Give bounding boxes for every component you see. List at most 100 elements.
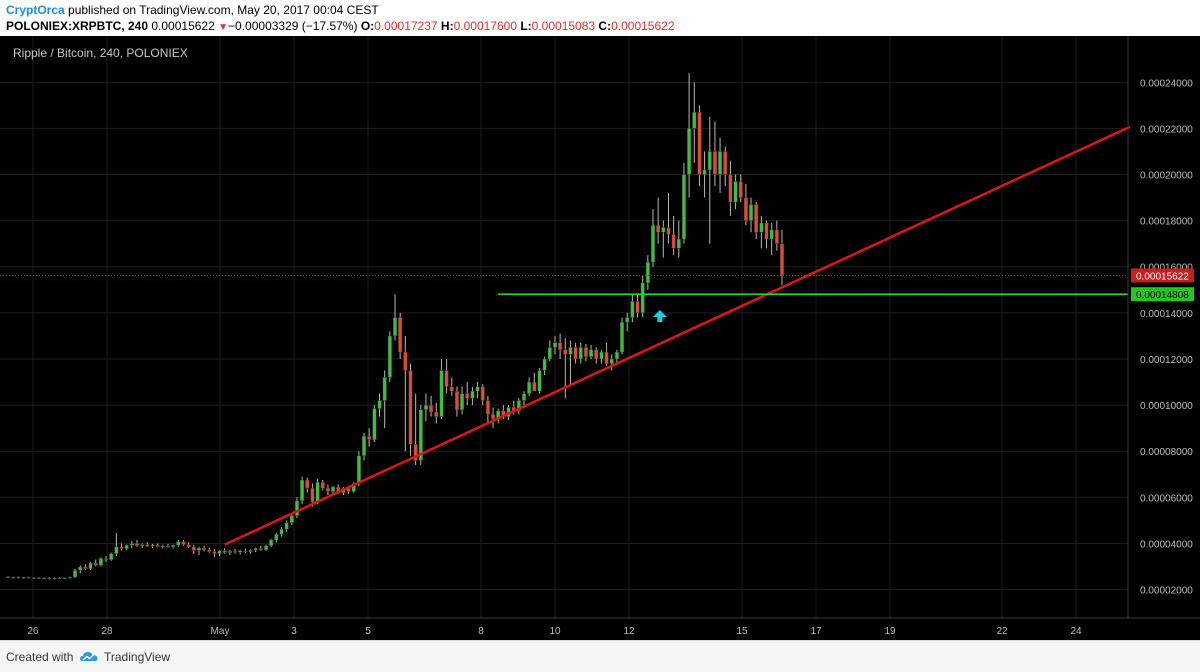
candle-body — [712, 151, 717, 175]
candle-body — [537, 370, 542, 392]
candle-body — [222, 550, 227, 553]
candle-body — [578, 347, 583, 360]
candle-body — [749, 204, 754, 221]
candle-body — [134, 543, 139, 546]
candle-body — [707, 151, 712, 171]
candle-body — [439, 370, 444, 417]
candle-body — [769, 229, 774, 240]
candle-body — [42, 577, 47, 580]
candle-body — [181, 541, 186, 545]
candle-body — [429, 404, 434, 413]
candle-body — [140, 544, 145, 546]
candle-body — [165, 545, 170, 548]
candle-body — [470, 391, 475, 399]
candle-body — [423, 404, 428, 410]
candle-body — [434, 411, 439, 417]
price-tick-label: 0.00002000 — [1140, 586, 1193, 597]
candle-body — [253, 548, 258, 551]
candle-body — [625, 317, 630, 323]
open-label: O: — [360, 19, 375, 33]
published-text: published on TradingView.com, May 20, 20… — [68, 3, 379, 17]
low-value: 0.00015083 — [531, 19, 596, 33]
close-label: C: — [598, 19, 612, 33]
candle-body — [367, 436, 372, 440]
candle-body — [547, 347, 552, 360]
candle-body — [661, 227, 666, 233]
price-axis[interactable]: 0.00002000 0.00004000 0.00006000 0.00008000… — [1140, 78, 1193, 596]
candle-body — [36, 577, 41, 579]
support-tag — [1131, 287, 1194, 302]
candle-body — [31, 577, 36, 579]
candle-body — [300, 479, 305, 501]
candle-body — [114, 546, 119, 555]
candle-body — [351, 483, 356, 492]
candle-body — [274, 534, 279, 541]
candle-body — [687, 128, 692, 175]
candle-body — [583, 347, 588, 357]
candle-body — [67, 576, 72, 579]
candle-body — [264, 545, 269, 551]
time-tick-label: 26 — [27, 626, 39, 637]
candle-body — [171, 545, 176, 548]
candle-body — [83, 566, 88, 570]
candle-body — [269, 539, 274, 546]
close-value: 0.00015622 — [611, 19, 675, 33]
candle-body — [93, 562, 98, 566]
candle-body — [465, 393, 470, 399]
candle-body — [11, 576, 16, 579]
candle-body — [279, 528, 284, 535]
time-axis[interactable]: 26 28 May 3 5 8 10 12 15 17 19 22 24 — [27, 626, 1082, 637]
candle-body — [743, 197, 748, 221]
candle-body — [129, 543, 134, 546]
candle-body — [294, 500, 299, 516]
candle-body — [723, 151, 728, 175]
time-tick-label: 5 — [365, 626, 371, 637]
last-price: 0.00015622 — [151, 19, 215, 33]
last-price-tag-label: 0.00015622 — [1136, 271, 1189, 282]
time-tick-label: 22 — [996, 626, 1008, 637]
candle-body — [630, 301, 635, 318]
price-tick-label: 0.00022000 — [1140, 124, 1193, 135]
candle-body — [609, 358, 614, 364]
candle-body — [676, 238, 681, 249]
candle-body — [88, 562, 93, 570]
up-arrow-icon — [652, 309, 667, 322]
candle-body — [780, 243, 785, 276]
time-tick-label: 10 — [549, 626, 561, 637]
tradingview-brand[interactable]: TradingView — [104, 650, 171, 664]
candle-body — [620, 321, 625, 353]
candle-body — [320, 482, 325, 489]
candle-body — [635, 301, 640, 314]
candle-body — [202, 547, 207, 551]
candle-body — [21, 577, 26, 579]
candle-body — [697, 112, 702, 175]
candle-body — [568, 347, 573, 355]
candle-body — [475, 386, 480, 392]
candle-body — [98, 558, 103, 566]
candle-body — [73, 569, 78, 578]
candle-body — [248, 550, 253, 552]
price-tick-label: 0.00008000 — [1140, 447, 1193, 458]
price-tick-label: 0.00010000 — [1140, 401, 1193, 412]
candle-body — [217, 550, 222, 555]
candle-body — [305, 479, 310, 489]
candle-body — [207, 549, 212, 552]
candle-body — [284, 522, 289, 530]
high-value: 0.00017600 — [453, 19, 517, 33]
candle-body — [62, 577, 67, 579]
candle-body — [604, 351, 609, 364]
candle-body — [718, 151, 723, 175]
time-tick-label: 8 — [478, 626, 484, 637]
candle-body — [377, 400, 382, 409]
low-label: L: — [520, 19, 532, 33]
candle-body — [398, 317, 403, 353]
author-link[interactable]: CryptOrca — [6, 3, 65, 17]
candle-body — [387, 335, 392, 378]
candle-body — [671, 234, 676, 249]
candlestick-chart[interactable]: Ripple / Bitcoin, 240, POLONIEX 0.000020… — [0, 36, 1200, 640]
candle-body — [666, 227, 671, 235]
time-tick-label: 19 — [884, 626, 896, 637]
price-tick-label: 0.00016000 — [1140, 263, 1193, 274]
candle-body — [480, 386, 485, 401]
candle-body — [542, 358, 547, 371]
